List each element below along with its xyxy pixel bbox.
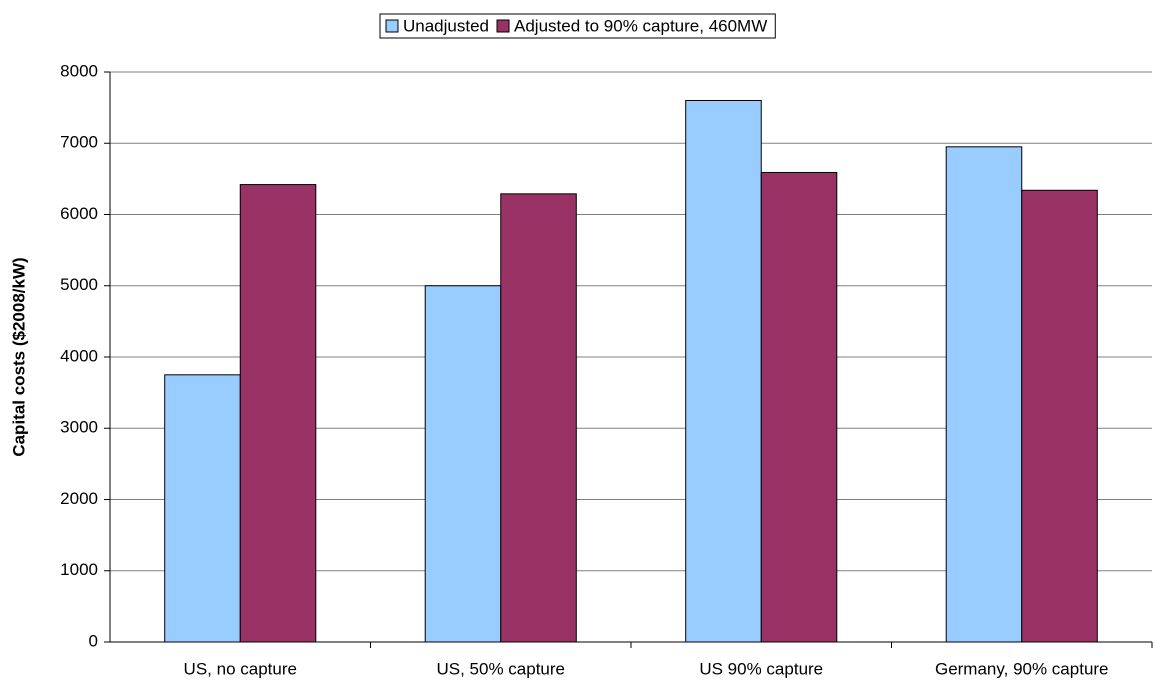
bar — [164, 374, 241, 643]
legend-label: Unadjusted — [403, 16, 489, 35]
y-tick-label: 2000 — [60, 489, 98, 508]
legend: Unadjusted Adjusted to 90% capture, 460MW — [379, 13, 776, 39]
bar — [424, 285, 502, 643]
y-tick-label: 3000 — [60, 418, 98, 437]
bar — [945, 146, 1023, 643]
x-tick-label: Germany, 90% capture — [935, 659, 1109, 678]
bar — [500, 193, 577, 643]
x-tick-label: US, no capture — [184, 659, 297, 678]
y-tick-label: 7000 — [60, 133, 98, 152]
legend-swatch — [385, 19, 399, 33]
legend-box — [379, 13, 776, 39]
bar — [239, 184, 317, 643]
y-tick-label: 1000 — [60, 560, 98, 579]
bar — [760, 171, 838, 643]
y-tick-label: 6000 — [60, 204, 98, 223]
y-tick-label: 4000 — [60, 346, 98, 365]
x-tick-label: US 90% capture — [699, 659, 823, 678]
y-tick-label: 8000 — [60, 61, 98, 80]
y-tick-label: 0 — [89, 631, 98, 650]
legend-label: Adjusted to 90% capture, 460MW — [514, 16, 767, 35]
bar — [685, 100, 762, 643]
x-tick-label: US, 50% capture — [436, 659, 565, 678]
legend-swatch — [496, 19, 510, 33]
y-axis-label: Capital costs ($2008/kW) — [9, 257, 28, 456]
bar — [1021, 189, 1098, 643]
y-tick-label: 5000 — [60, 275, 98, 294]
